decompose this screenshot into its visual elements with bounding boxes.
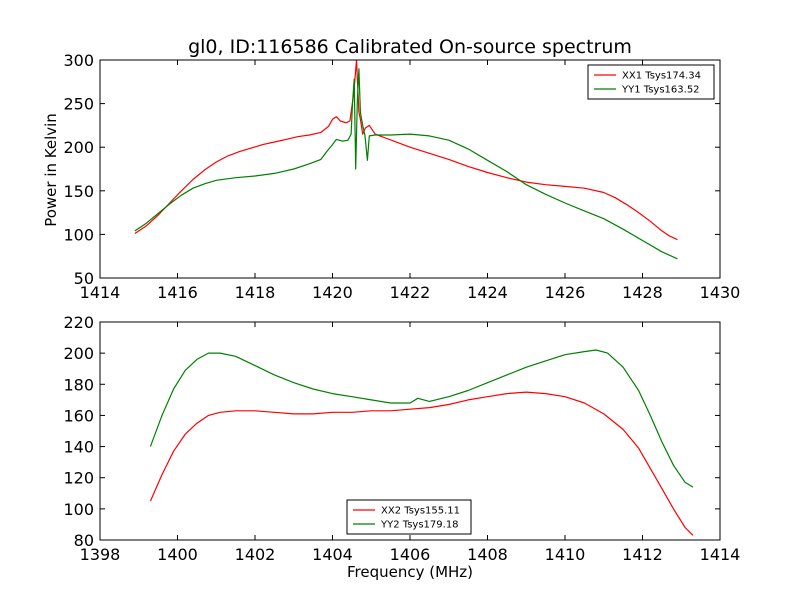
y-axis-label: Power in Kelvin xyxy=(42,113,60,227)
x-tick-label: 1428 xyxy=(622,283,663,302)
x-tick-label: 1406 xyxy=(390,545,431,564)
y-tick-label: 150 xyxy=(63,182,94,201)
x-tick-label: 1426 xyxy=(545,283,586,302)
x-tick-label: 1414 xyxy=(700,545,741,564)
y-tick-label: 180 xyxy=(63,375,94,394)
series-line-yy1 xyxy=(134,68,678,260)
y-tick-label: 120 xyxy=(63,469,94,488)
bottom-plot-area: 1398 1400 1402 1404 1406 1408 1410 1412 1414 80 10… xyxy=(63,313,740,564)
legend: XX1 Tsys174.34 YY1 Tsys163.52 xyxy=(587,64,715,100)
legend-box xyxy=(587,64,715,100)
y-tick-label: 100 xyxy=(63,225,94,244)
chart-title: gl0, ID:116586 Calibrated On-source spec… xyxy=(188,36,632,58)
x-tick-label: 1414 xyxy=(80,283,121,302)
y-tick-label: 220 xyxy=(63,313,94,332)
legend-entry: YY2 Tsys179.18 xyxy=(380,520,459,531)
legend-box xyxy=(346,499,472,535)
y-tick-label: 50 xyxy=(74,269,94,288)
y-tick-label: 80 xyxy=(74,531,94,550)
legend-entry: YY1 Tsys163.52 xyxy=(621,85,700,96)
x-tick-label: 1416 xyxy=(157,283,198,302)
x-tick-label: 1418 xyxy=(235,283,276,302)
y-tick-label: 100 xyxy=(63,500,94,519)
x-tick-label: 1422 xyxy=(390,283,431,302)
x-tick-label: 1424 xyxy=(467,283,508,302)
x-axis-label: Frequency (MHz) xyxy=(347,563,473,581)
legend-entry: XX1 Tsys174.34 xyxy=(622,71,701,82)
y-tick-label: 200 xyxy=(63,138,94,157)
y-tick-label: 140 xyxy=(63,438,94,457)
x-tick-label: 1420 xyxy=(312,283,353,302)
y-tick-label: 200 xyxy=(63,344,94,363)
x-tick-label: 1402 xyxy=(235,545,276,564)
series-line-xx1 xyxy=(134,60,678,241)
x-tick-label: 1398 xyxy=(80,545,121,564)
legend-entry: XX2 Tsys155.11 xyxy=(381,506,460,517)
x-tick-label: 1400 xyxy=(157,545,198,564)
x-tick-label: 1404 xyxy=(312,545,353,564)
x-tick-label: 1410 xyxy=(545,545,586,564)
top-plot-area: 1414 1416 1418 1420 1422 1424 1426 1428 1430 50 10… xyxy=(63,51,740,302)
x-tick-label: 1412 xyxy=(622,545,663,564)
x-tick-label: 1408 xyxy=(467,545,508,564)
bottom-spectrum-panel: Frequency (MHz) 1398 1400 1402 1404 1406 1408… xyxy=(63,313,740,581)
x-tick-label: 1430 xyxy=(700,283,741,302)
series-line-yy2 xyxy=(149,349,694,488)
y-tick-label: 160 xyxy=(63,406,94,425)
y-tick-label: 300 xyxy=(63,51,94,70)
y-tick-label: 250 xyxy=(63,95,94,114)
top-spectrum-panel: gl0, ID:116586 Calibrated On-source spec… xyxy=(42,36,740,302)
series-line-xx2 xyxy=(149,391,694,536)
legend: XX2 Tsys155.11 YY2 Tsys179.18 xyxy=(346,499,472,535)
series-group xyxy=(149,349,694,536)
series-group xyxy=(134,60,678,260)
